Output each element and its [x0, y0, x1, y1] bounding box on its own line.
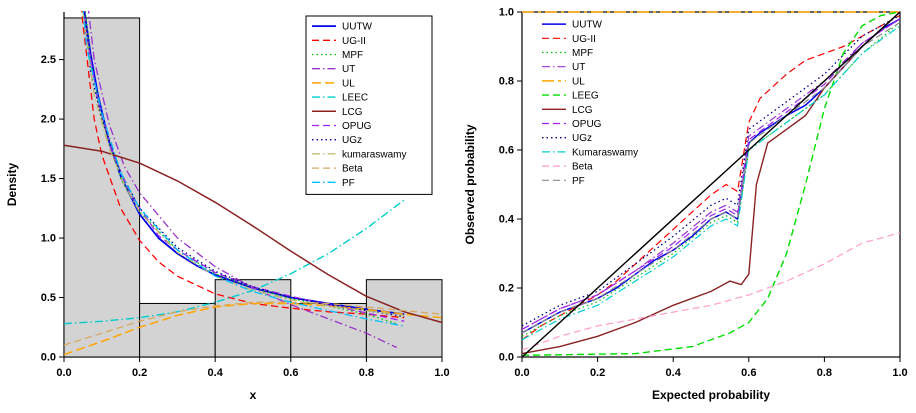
x-axis-title: x [250, 388, 257, 402]
plot-area [63, 11, 443, 358]
x-tick-label: 0.0 [56, 367, 71, 379]
legend-label-Beta: Beta [572, 162, 593, 173]
legend-label-UG-II: UG-II [342, 36, 366, 47]
x-tick-label: 0.4 [208, 367, 224, 379]
legend-label-Kumaraswamy: Kumaraswamy [572, 147, 638, 158]
x-tick-label: 0.4 [666, 367, 682, 379]
series-PF [521, 21, 901, 334]
x-tick-label: 0.2 [590, 367, 605, 379]
y-axis-title: Density [5, 163, 19, 207]
series-UG-II [521, 14, 901, 341]
legend-label-UGz: UGz [572, 133, 592, 144]
legend-label-UUTW: UUTW [572, 20, 603, 31]
x-axis-title: Expected probability [652, 388, 770, 402]
y-tick-label: 0.0 [41, 352, 56, 364]
series-LEEC [63, 199, 405, 325]
legend-label-LCG: LCG [342, 107, 363, 118]
y-tick-label: 1.0 [499, 7, 514, 19]
series-UGz [83, 11, 405, 318]
legend-box [305, 15, 433, 195]
legend-label-PF: PF [342, 178, 355, 189]
x-tick-label: 1.0 [892, 367, 907, 379]
y-tick-label: 2.5 [41, 54, 56, 66]
series-PF [82, 11, 405, 327]
x-tick-label: 0.8 [359, 367, 374, 379]
legend-label-Beta: Beta [342, 164, 363, 175]
y-tick-label: 0.4 [499, 214, 515, 226]
y-tick-label: 0.2 [499, 283, 514, 295]
plot-area [521, 11, 901, 358]
x-tick-label: 0.6 [741, 367, 756, 379]
legend: UUTW UG-II MPF UT UL LEEG LCG OPUG UGz Kumaraswam… [542, 20, 638, 187]
series-Beta [521, 232, 901, 351]
series-OPUG [521, 18, 901, 330]
y-tick-label: 0.6 [499, 145, 514, 157]
series-UL [63, 302, 443, 356]
legend-label-LEEC: LEEC [342, 93, 368, 104]
series-Kumaraswamy [521, 25, 901, 341]
legend-label-UL: UL [572, 76, 585, 87]
histogram-bar [214, 279, 292, 358]
legend-label-UG-II: UG-II [572, 34, 596, 45]
legend-label-OPUG: OPUG [572, 119, 602, 130]
legend-label-UT: UT [342, 64, 355, 75]
legend: UUTW UG-II MPF UT UL LEEC LCG OPUG UGz kumaraswam… [305, 15, 433, 195]
legend-label-UUTW: UUTW [342, 22, 373, 33]
x-tick-label: 0.0 [514, 367, 529, 379]
legend-label-LCG: LCG [572, 105, 593, 116]
x-tick-label: 0.2 [132, 367, 147, 379]
y-tick-label: 0.0 [499, 352, 514, 364]
y-tick-label: 1.5 [41, 173, 56, 185]
legend-label-kumaraswamy: kumaraswamy [342, 149, 406, 160]
series-UT [87, 11, 397, 349]
ppplot-plot-svg: 0.0 0.2 0.4 0.6 0.8 1.0 0.0 0.2 0.4 0.6 0.8 1.0 Expe… [463, 7, 908, 403]
y-tick-label: 0.5 [41, 292, 56, 304]
legend-label-UL: UL [342, 78, 355, 89]
y-axis-title: Observed probability [463, 124, 477, 244]
legend-label-OPUG: OPUG [342, 121, 372, 132]
series-LCG [63, 144, 443, 324]
legend-label-MPF: MPF [342, 50, 363, 61]
pp-plot-chart: 0.0 0.2 0.4 0.6 0.8 1.0 0.0 0.2 0.4 0.6 0.8 1.0 Expe… [458, 0, 916, 413]
legend-label-UT: UT [572, 62, 585, 73]
series-kumaraswamy [82, 11, 405, 317]
y-tick-label: 1.0 [41, 233, 56, 245]
density-histogram-chart: 0.0 0.2 0.4 0.6 0.8 1.0 0.0 0.5 1.0 1.5 2.0 2.5 x Den… [5, 11, 450, 402]
x-tick-label: 0.8 [817, 367, 832, 379]
y-tick-label: 2.0 [41, 114, 56, 126]
density-plot-svg: 0.0 0.2 0.4 0.6 0.8 1.0 0.0 0.5 1.0 1.5 2.0 2.5 x Den… [5, 11, 450, 402]
y-tick-label: 0.8 [499, 76, 514, 88]
x-tick-label: 0.6 [283, 367, 298, 379]
x-tick-label: 1.0 [434, 367, 449, 379]
legend-label-MPF: MPF [572, 48, 593, 59]
series-reference [521, 11, 901, 358]
legend-label-LEEG: LEEG [572, 91, 599, 102]
series-Beta [63, 301, 443, 346]
legend-label-UGz: UGz [342, 135, 362, 146]
series-LEEG [521, 11, 901, 356]
legend-label-PF: PF [572, 176, 585, 187]
